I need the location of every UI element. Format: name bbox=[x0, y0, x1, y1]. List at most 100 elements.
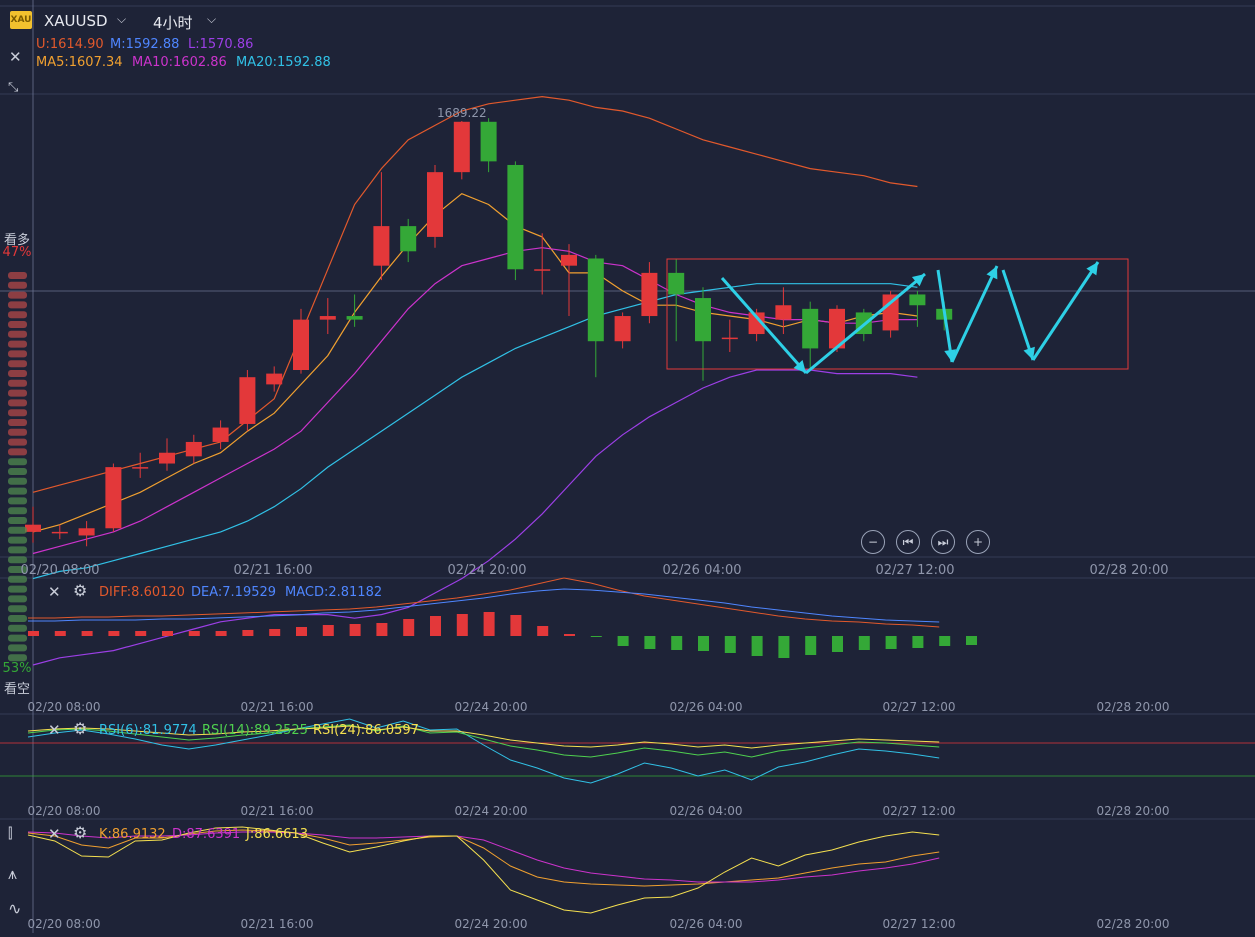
candle-body bbox=[909, 294, 926, 306]
symbol-logo: XAU bbox=[10, 11, 32, 29]
macd-hist-bar bbox=[242, 630, 254, 636]
interval-selector[interactable]: 4小时 bbox=[153, 14, 193, 32]
macd-hist-bar bbox=[403, 619, 415, 636]
macd-hist-bar bbox=[590, 636, 602, 637]
boll-mid-line bbox=[32, 283, 918, 580]
scroll-end-button[interactable]: ⏭ bbox=[931, 530, 955, 554]
sentiment-bar-segment bbox=[8, 644, 27, 652]
kdj-k-value: K:86.9132 bbox=[99, 827, 166, 842]
macd-hist-bar bbox=[54, 631, 66, 636]
macd-hist-bar bbox=[162, 631, 173, 636]
short-label: 看空 bbox=[3, 682, 30, 697]
indicator-chart-icon[interactable]: ⫿ bbox=[8, 826, 13, 842]
sentiment-bar-segment bbox=[8, 546, 27, 554]
macd-hist-bar bbox=[858, 636, 870, 650]
zoom-in-button[interactable]: + bbox=[966, 530, 990, 554]
sentiment-bar-segment bbox=[8, 340, 27, 348]
macd-hist-bar bbox=[510, 615, 522, 636]
candle-body bbox=[105, 467, 122, 529]
macd-dea-value: DEA:7.19529 bbox=[191, 585, 277, 600]
macd-hist-bar bbox=[322, 625, 334, 636]
time-axis-label: 02/20 08:00 bbox=[28, 700, 101, 714]
sentiment-bar-segment bbox=[8, 330, 27, 338]
time-axis-label: 02/28 20:00 bbox=[1097, 700, 1170, 714]
macd-hist-bar bbox=[188, 631, 200, 636]
macd-macd-value: MACD:2.81182 bbox=[285, 585, 383, 600]
macd-dea-line bbox=[28, 588, 940, 623]
zoom-out-button[interactable]: − bbox=[861, 530, 885, 554]
sentiment-bar-segment bbox=[8, 477, 27, 485]
time-axis-label: 02/28 20:00 bbox=[1097, 917, 1170, 931]
sentiment-bar-segment bbox=[8, 301, 27, 309]
sentiment-bar-segment bbox=[8, 526, 27, 534]
interval-chevron-down-icon[interactable]: ⌵ bbox=[207, 12, 217, 26]
time-axis-label: 02/27 12:00 bbox=[883, 917, 956, 931]
ma5-line bbox=[32, 193, 918, 533]
candle-body bbox=[346, 316, 363, 320]
symbol-chevron-down-icon[interactable]: ⌵ bbox=[117, 12, 127, 26]
kdj-j-line bbox=[27, 826, 940, 914]
macd-hist-bar bbox=[296, 627, 307, 636]
ma20-value: MA20:1592.88 bbox=[236, 55, 331, 70]
close-macd-icon[interactable]: ✕ bbox=[48, 583, 61, 601]
sentiment-bar-segment bbox=[8, 409, 27, 417]
forecast-arrow-5 bbox=[1001, 269, 1035, 361]
macd-hist-bar bbox=[617, 636, 629, 646]
forecast-arrow-4-head bbox=[986, 266, 998, 280]
macd-hist-bar bbox=[939, 636, 951, 646]
macd-hist-bar bbox=[28, 631, 39, 636]
macd-hist-bar bbox=[805, 636, 817, 655]
boll-mid-value: M:1592.88 bbox=[110, 37, 180, 52]
rsi-gear-icon[interactable]: ⚙ bbox=[73, 719, 88, 738]
ma10-value: MA10:1602.86 bbox=[132, 55, 227, 70]
boll-upper-line bbox=[32, 95, 918, 493]
time-axis-label: 02/24 20:00 bbox=[455, 700, 528, 714]
candle-body bbox=[51, 531, 68, 534]
forecast-arrow-6-head bbox=[1086, 262, 1098, 276]
close-main-indicator-icon[interactable]: ✕ bbox=[9, 48, 22, 66]
sentiment-bar-segment bbox=[8, 370, 27, 377]
time-axis-label: 02/21 16:00 bbox=[241, 917, 314, 931]
macd-diff-line bbox=[28, 577, 940, 628]
time-axis-label: 02/21 16:00 bbox=[233, 563, 312, 578]
candle-body bbox=[829, 308, 845, 349]
close-kdj-icon[interactable]: ✕ bbox=[48, 825, 61, 843]
scroll-start-button[interactable]: ⏮ bbox=[896, 530, 920, 554]
kdj-d-value: D:87.6391 bbox=[172, 827, 241, 842]
candle-body bbox=[132, 467, 149, 469]
macd-hist-bar bbox=[456, 614, 468, 636]
macd-hist-bar bbox=[269, 629, 281, 636]
time-axis-label: 02/26 04:00 bbox=[670, 700, 743, 714]
collapse-arrows-icon[interactable]: ⤡ bbox=[8, 80, 19, 95]
macd-hist-bar bbox=[912, 636, 924, 648]
time-axis-label: 02/20 08:00 bbox=[28, 804, 101, 818]
macd-gear-icon[interactable]: ⚙ bbox=[73, 581, 88, 600]
macd-hist-bar bbox=[751, 636, 763, 656]
close-rsi-icon[interactable]: ✕ bbox=[48, 721, 61, 739]
sentiment-bar-segment bbox=[8, 595, 27, 603]
candle-body bbox=[695, 298, 711, 342]
macd-hist-bar bbox=[537, 626, 549, 636]
candle-body bbox=[239, 377, 256, 424]
candle-body bbox=[748, 312, 765, 335]
sentiment-bar-segment bbox=[8, 654, 27, 662]
sentiment-bar-segment bbox=[8, 634, 27, 642]
kdj-j-value: J:86.6613 bbox=[246, 827, 308, 842]
macd-hist-bar bbox=[724, 636, 736, 653]
macd-hist-bar bbox=[832, 636, 843, 652]
kdj-gear-icon[interactable]: ⚙ bbox=[73, 823, 88, 842]
waveform-icon[interactable]: ∿ bbox=[8, 899, 22, 918]
rsi24-value: RSI(24):86.0597 bbox=[313, 723, 419, 738]
sentiment-bar-segment bbox=[8, 497, 27, 505]
draw-compass-icon[interactable]: ⩚ bbox=[8, 864, 18, 883]
sentiment-bar-segment bbox=[8, 311, 27, 319]
boll-lower-value: L:1570.86 bbox=[188, 37, 254, 52]
candle-body bbox=[614, 316, 631, 342]
sentiment-bar-segment bbox=[8, 438, 27, 446]
sentiment-bar-segment bbox=[8, 487, 27, 495]
consolidation-box bbox=[666, 258, 1129, 370]
time-axis-label: 02/26 04:00 bbox=[662, 563, 741, 578]
symbol-name[interactable]: XAUUSD bbox=[44, 12, 108, 30]
